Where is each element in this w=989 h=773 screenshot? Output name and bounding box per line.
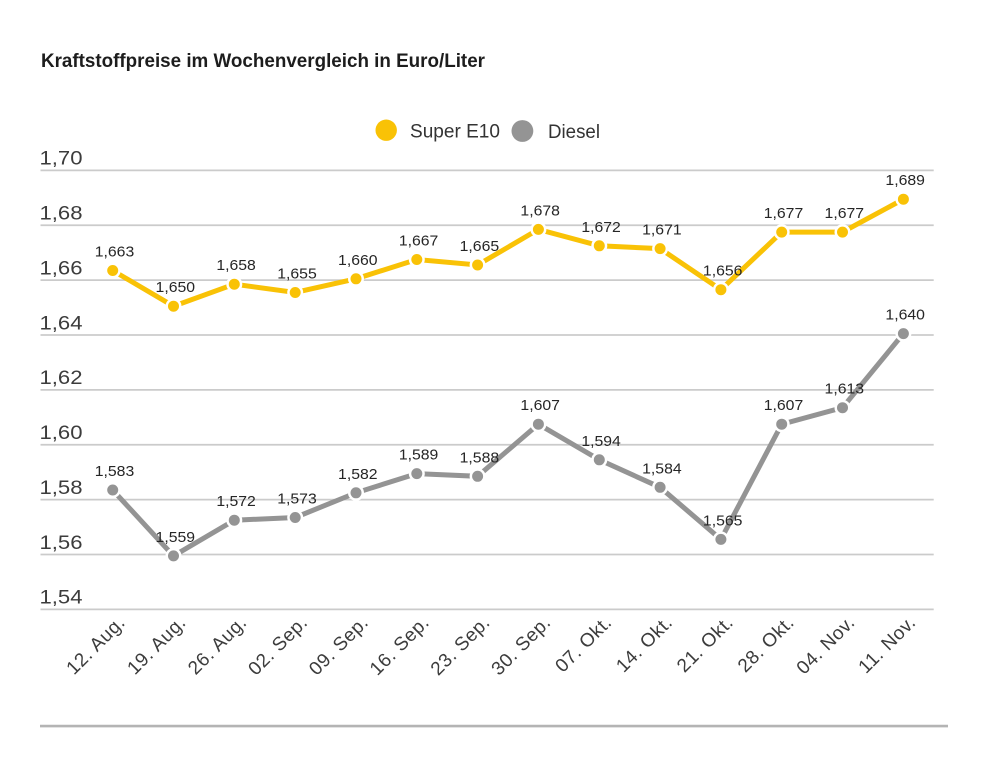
svg-text:1,607: 1,607 bbox=[764, 397, 804, 414]
svg-text:1,656: 1,656 bbox=[703, 263, 743, 280]
svg-text:1,677: 1,677 bbox=[764, 205, 804, 222]
svg-text:1,663: 1,663 bbox=[95, 244, 135, 261]
svg-text:1,70: 1,70 bbox=[40, 149, 83, 170]
svg-text:1,584: 1,584 bbox=[642, 460, 682, 477]
svg-text:1,565: 1,565 bbox=[703, 512, 743, 529]
svg-text:1,671: 1,671 bbox=[642, 222, 682, 239]
svg-text:1,607: 1,607 bbox=[520, 397, 560, 414]
svg-text:1,655: 1,655 bbox=[277, 266, 317, 283]
svg-text:Kraftstoffpreise im Wochenverg: Kraftstoffpreise im Wochenvergleich in E… bbox=[41, 51, 486, 72]
svg-text:1,677: 1,677 bbox=[825, 205, 865, 222]
svg-text:1,650: 1,650 bbox=[156, 279, 196, 296]
svg-text:1,559: 1,559 bbox=[156, 529, 196, 546]
svg-text:1,689: 1,689 bbox=[885, 172, 925, 189]
svg-text:1,60: 1,60 bbox=[40, 423, 83, 444]
svg-text:1,589: 1,589 bbox=[399, 447, 439, 464]
svg-text:1,58: 1,58 bbox=[40, 478, 83, 499]
svg-text:1,54: 1,54 bbox=[40, 588, 83, 609]
svg-text:1,658: 1,658 bbox=[216, 257, 256, 274]
svg-text:1,56: 1,56 bbox=[40, 533, 83, 554]
svg-text:1,68: 1,68 bbox=[40, 204, 83, 225]
svg-text:Diesel: Diesel bbox=[548, 122, 600, 143]
svg-text:Super E10: Super E10 bbox=[410, 122, 500, 143]
svg-text:1,613: 1,613 bbox=[825, 381, 865, 398]
svg-text:1,594: 1,594 bbox=[581, 433, 621, 450]
svg-text:1,64: 1,64 bbox=[40, 313, 83, 334]
svg-text:1,660: 1,660 bbox=[338, 252, 378, 269]
svg-text:1,588: 1,588 bbox=[460, 449, 500, 466]
svg-text:1,665: 1,665 bbox=[460, 238, 500, 255]
svg-text:1,66: 1,66 bbox=[40, 258, 83, 279]
svg-text:1,62: 1,62 bbox=[40, 368, 83, 389]
svg-text:1,667: 1,667 bbox=[399, 233, 439, 250]
svg-text:1,573: 1,573 bbox=[277, 491, 317, 508]
svg-text:1,583: 1,583 bbox=[95, 463, 135, 480]
svg-text:1,672: 1,672 bbox=[581, 219, 621, 236]
svg-text:1,678: 1,678 bbox=[520, 202, 560, 219]
svg-text:1,640: 1,640 bbox=[885, 307, 925, 324]
svg-text:1,582: 1,582 bbox=[338, 466, 378, 483]
svg-text:1,572: 1,572 bbox=[216, 493, 256, 510]
